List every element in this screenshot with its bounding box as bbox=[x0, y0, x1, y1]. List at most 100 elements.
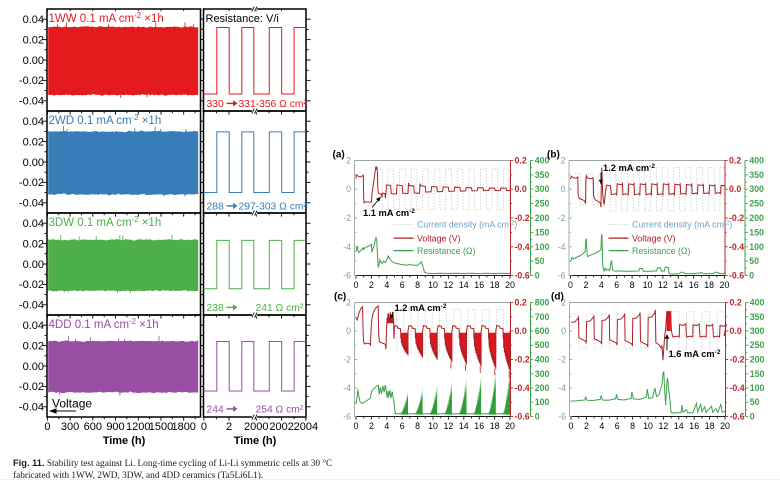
svg-text:-0.02: -0.02 bbox=[19, 279, 44, 291]
svg-text:Resistance (Ω): Resistance (Ω) bbox=[632, 246, 690, 256]
svg-text:Current density (mA cm-2): Current density (mA cm-2) bbox=[417, 220, 517, 230]
svg-text:4: 4 bbox=[599, 280, 604, 290]
svg-text:(b): (b) bbox=[547, 150, 560, 161]
svg-text:16: 16 bbox=[689, 421, 699, 431]
svg-text:-0.02: -0.02 bbox=[19, 75, 44, 87]
svg-text:10: 10 bbox=[428, 421, 438, 431]
svg-text:0: 0 bbox=[561, 184, 566, 194]
svg-text:-0.04: -0.04 bbox=[19, 198, 44, 210]
svg-text:2000: 2000 bbox=[244, 421, 268, 433]
svg-text:20: 20 bbox=[720, 421, 730, 431]
svg-text:-2: -2 bbox=[558, 355, 566, 365]
svg-text:200: 200 bbox=[749, 213, 764, 223]
svg-text:0: 0 bbox=[535, 271, 540, 281]
svg-text:2: 2 bbox=[369, 280, 374, 290]
svg-text:0: 0 bbox=[561, 326, 566, 336]
svg-text:8: 8 bbox=[415, 421, 420, 431]
svg-text:20: 20 bbox=[505, 280, 515, 290]
svg-text:8: 8 bbox=[630, 421, 635, 431]
svg-text:350: 350 bbox=[750, 312, 765, 322]
svg-text:-0.4: -0.4 bbox=[729, 242, 744, 252]
svg-text:14: 14 bbox=[674, 421, 684, 431]
svg-text:1.2 mA cm-2: 1.2 mA cm-2 bbox=[603, 163, 655, 173]
svg-text:0.2: 0.2 bbox=[729, 156, 741, 166]
svg-text:100: 100 bbox=[750, 383, 765, 393]
svg-text:18: 18 bbox=[705, 421, 715, 431]
svg-text:2: 2 bbox=[346, 156, 351, 166]
svg-text:(c): (c) bbox=[334, 292, 346, 303]
svg-text:0.2: 0.2 bbox=[730, 298, 742, 308]
svg-text:6: 6 bbox=[400, 280, 405, 290]
svg-text:254 Ω cm²: 254 Ω cm² bbox=[256, 405, 304, 416]
svg-text:0.04: 0.04 bbox=[23, 218, 44, 230]
svg-text:0: 0 bbox=[535, 412, 540, 422]
svg-text:150: 150 bbox=[535, 227, 550, 237]
svg-text:2: 2 bbox=[583, 280, 588, 290]
svg-text:-0.4: -0.4 bbox=[730, 383, 745, 393]
svg-text:50: 50 bbox=[749, 256, 759, 266]
svg-text:200: 200 bbox=[535, 383, 550, 393]
svg-text:-2: -2 bbox=[343, 355, 351, 365]
svg-text:(a): (a) bbox=[333, 150, 345, 161]
svg-text:2: 2 bbox=[346, 298, 351, 308]
svg-text:2002: 2002 bbox=[269, 421, 293, 433]
svg-text:0.0: 0.0 bbox=[515, 184, 527, 194]
svg-text:1.2 mA cm-2: 1.2 mA cm-2 bbox=[395, 303, 447, 313]
svg-text:Voltage (V): Voltage (V) bbox=[632, 233, 676, 243]
svg-text:12: 12 bbox=[444, 280, 454, 290]
svg-text:18: 18 bbox=[704, 280, 714, 290]
svg-text:250: 250 bbox=[749, 199, 764, 209]
svg-text:0.2: 0.2 bbox=[515, 298, 527, 308]
svg-text:238: 238 bbox=[207, 303, 224, 314]
svg-text:-0.2: -0.2 bbox=[515, 355, 530, 365]
svg-text:18: 18 bbox=[490, 421, 500, 431]
svg-text:1800: 1800 bbox=[171, 421, 195, 433]
svg-text:0.04: 0.04 bbox=[23, 116, 44, 128]
svg-text:2: 2 bbox=[226, 421, 232, 433]
svg-text:18: 18 bbox=[490, 280, 500, 290]
svg-text:Resistance (Ω): Resistance (Ω) bbox=[417, 246, 475, 256]
svg-text:2: 2 bbox=[369, 421, 374, 431]
svg-text:0.02: 0.02 bbox=[23, 34, 44, 46]
svg-text:-0.04: -0.04 bbox=[19, 300, 44, 312]
svg-text:8: 8 bbox=[630, 280, 635, 290]
svg-text:250: 250 bbox=[535, 199, 550, 209]
svg-text:-4: -4 bbox=[343, 383, 351, 393]
svg-text:6: 6 bbox=[614, 280, 619, 290]
svg-text:0.02: 0.02 bbox=[23, 238, 44, 250]
svg-text:16: 16 bbox=[474, 280, 484, 290]
svg-text:800: 800 bbox=[535, 298, 550, 308]
svg-text:-0.6: -0.6 bbox=[515, 412, 530, 422]
svg-text:2: 2 bbox=[584, 421, 589, 431]
svg-text:12: 12 bbox=[659, 421, 669, 431]
svg-text:300: 300 bbox=[61, 421, 79, 433]
svg-text:0: 0 bbox=[346, 184, 351, 194]
svg-text:241 Ω cm²: 241 Ω cm² bbox=[256, 303, 304, 314]
svg-text:10: 10 bbox=[428, 280, 438, 290]
svg-text:-4: -4 bbox=[558, 242, 566, 252]
svg-text:-2: -2 bbox=[343, 213, 351, 223]
svg-text:0.0: 0.0 bbox=[730, 326, 742, 336]
svg-text:0: 0 bbox=[201, 421, 207, 433]
svg-text:0: 0 bbox=[750, 412, 755, 422]
svg-text:50: 50 bbox=[535, 256, 545, 266]
svg-text:-2: -2 bbox=[558, 213, 566, 223]
svg-text:331-356 Ω cm²: 331-356 Ω cm² bbox=[239, 99, 308, 110]
svg-text:-0.4: -0.4 bbox=[515, 383, 530, 393]
svg-text:300: 300 bbox=[750, 326, 765, 336]
svg-text:300: 300 bbox=[535, 369, 550, 379]
svg-text:4: 4 bbox=[384, 421, 389, 431]
svg-text:288: 288 bbox=[207, 202, 224, 213]
svg-text:150: 150 bbox=[750, 369, 765, 379]
svg-text:400: 400 bbox=[535, 355, 550, 365]
svg-text:300: 300 bbox=[749, 184, 764, 194]
svg-text:Current density (mA cm-2): Current density (mA cm-2) bbox=[632, 220, 732, 230]
svg-text:2: 2 bbox=[561, 298, 566, 308]
svg-text:-0.02: -0.02 bbox=[19, 381, 44, 393]
svg-text:-0.2: -0.2 bbox=[730, 355, 745, 365]
svg-text:14: 14 bbox=[459, 280, 469, 290]
svg-text:-0.6: -0.6 bbox=[515, 271, 530, 281]
svg-text:14: 14 bbox=[673, 280, 683, 290]
svg-text:0.00: 0.00 bbox=[23, 361, 44, 373]
svg-text:-6: -6 bbox=[558, 271, 566, 281]
